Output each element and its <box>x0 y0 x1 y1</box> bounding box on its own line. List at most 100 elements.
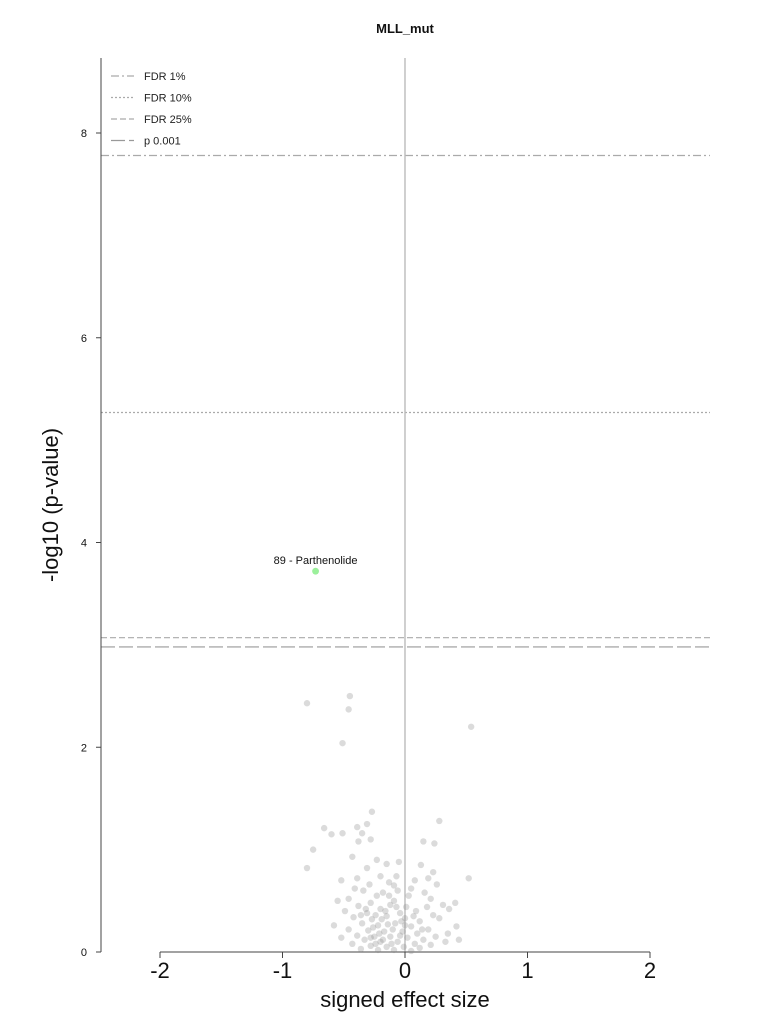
data-point <box>400 943 407 951</box>
data-point <box>393 903 400 911</box>
highlight-label: 89 - Parthenolide <box>274 555 358 567</box>
data-point <box>407 947 415 955</box>
data-point <box>407 923 415 930</box>
data-point <box>423 903 431 911</box>
data-point <box>387 901 394 909</box>
data-point <box>395 858 403 866</box>
data-point <box>411 877 418 884</box>
data-point <box>374 922 382 929</box>
data-point <box>399 928 406 935</box>
data-point <box>357 945 365 953</box>
data-point <box>403 903 410 911</box>
data-point <box>394 938 401 945</box>
data-point <box>372 940 379 948</box>
data-point <box>407 885 415 892</box>
data-point <box>373 856 381 864</box>
data-point <box>444 930 452 937</box>
data-point <box>396 932 404 939</box>
x-tick-label: 2 <box>644 958 656 983</box>
data-point <box>330 922 338 929</box>
data-point <box>398 918 405 925</box>
data-point <box>303 864 311 872</box>
data-point <box>401 915 409 922</box>
data-point <box>361 936 368 943</box>
data-points: 89 - Parthenolide <box>274 555 475 955</box>
data-point <box>436 915 443 922</box>
data-point <box>427 941 434 949</box>
data-point <box>345 706 352 713</box>
data-point <box>320 824 328 832</box>
data-point <box>467 723 475 730</box>
data-point <box>393 873 400 880</box>
x-tick-label: -1 <box>273 958 293 983</box>
data-point <box>367 899 374 907</box>
data-point <box>436 817 443 825</box>
data-point <box>385 892 393 899</box>
data-point <box>363 864 371 872</box>
legend-label-0: FDR 1% <box>144 71 186 83</box>
data-point <box>363 820 371 828</box>
data-point <box>383 860 390 868</box>
data-point <box>429 868 437 876</box>
data-point <box>439 901 447 909</box>
data-point <box>367 942 374 950</box>
data-point <box>377 873 384 880</box>
data-point <box>465 875 472 882</box>
data-point <box>334 897 341 905</box>
data-point <box>379 936 387 943</box>
y-tick-label: 0 <box>81 947 87 959</box>
axes: 0 2 4 6 8 -2 -1 0 1 2 <box>81 58 656 983</box>
x-axis-label: signed effect size <box>320 987 490 1012</box>
data-point <box>371 933 378 940</box>
data-point <box>442 938 449 945</box>
data-point <box>432 933 439 940</box>
data-point <box>374 946 382 954</box>
data-point <box>418 926 426 933</box>
data-point <box>453 923 460 930</box>
data-point <box>339 739 346 747</box>
data-point <box>349 853 356 860</box>
data-point <box>405 892 412 899</box>
data-point <box>368 916 376 923</box>
data-point <box>366 881 373 888</box>
legend-label-3: p 0.001 <box>144 136 181 148</box>
data-point <box>416 918 423 925</box>
data-point <box>379 889 387 896</box>
data-point <box>396 909 404 917</box>
data-point <box>433 881 441 888</box>
y-tick-label: 8 <box>81 128 87 140</box>
data-point <box>360 887 367 894</box>
data-point <box>420 838 427 845</box>
data-point <box>421 889 428 896</box>
y-axis-label: -log10 (p-value) <box>38 428 63 582</box>
data-point <box>368 808 376 815</box>
data-point <box>354 823 361 831</box>
data-point <box>357 911 365 919</box>
data-point <box>363 909 371 917</box>
data-point <box>354 932 361 939</box>
data-point <box>373 892 381 899</box>
data-point <box>358 830 366 837</box>
data-point <box>383 912 390 920</box>
data-point <box>338 934 345 941</box>
data-point <box>420 936 427 943</box>
data-point <box>367 836 374 843</box>
data-point <box>346 692 354 700</box>
data-point <box>404 934 411 941</box>
data-point <box>341 907 349 915</box>
data-point <box>414 930 421 937</box>
data-point <box>416 944 423 952</box>
data-point <box>382 907 389 915</box>
data-point <box>412 907 420 915</box>
data-point <box>390 897 398 905</box>
data-point <box>351 885 358 892</box>
data-point <box>401 922 409 929</box>
y-tick-label: 2 <box>81 742 87 754</box>
highlight-point <box>312 567 319 575</box>
data-point <box>429 911 437 919</box>
data-point <box>328 831 335 838</box>
data-point <box>309 846 317 853</box>
data-point <box>390 946 398 954</box>
data-point <box>358 920 366 927</box>
